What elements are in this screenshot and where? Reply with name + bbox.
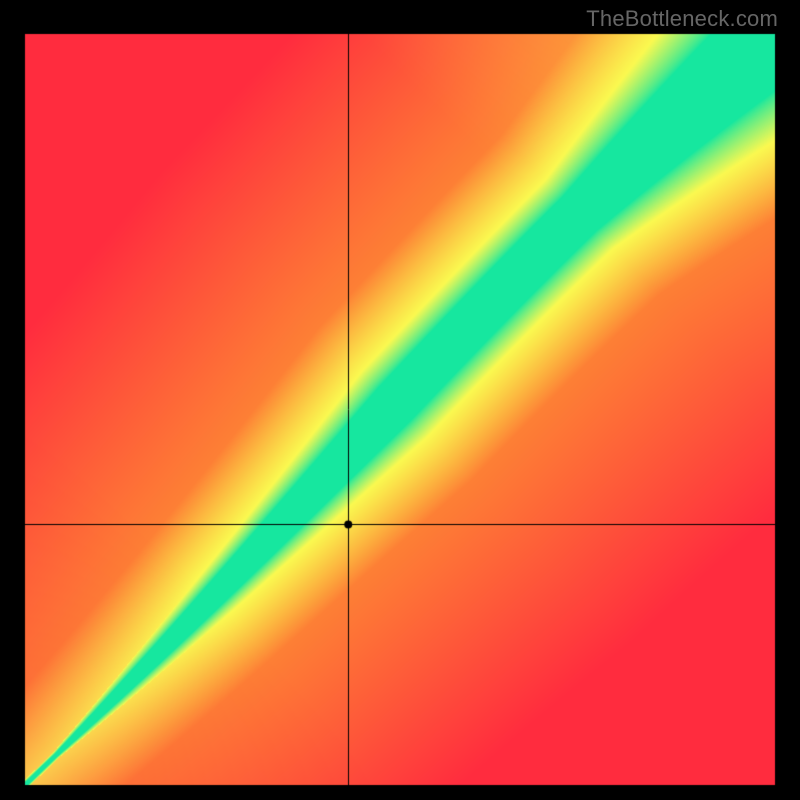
watermark-text: TheBottleneck.com — [586, 6, 778, 32]
chart-container: TheBottleneck.com — [0, 0, 800, 800]
heatmap-canvas — [0, 0, 800, 800]
